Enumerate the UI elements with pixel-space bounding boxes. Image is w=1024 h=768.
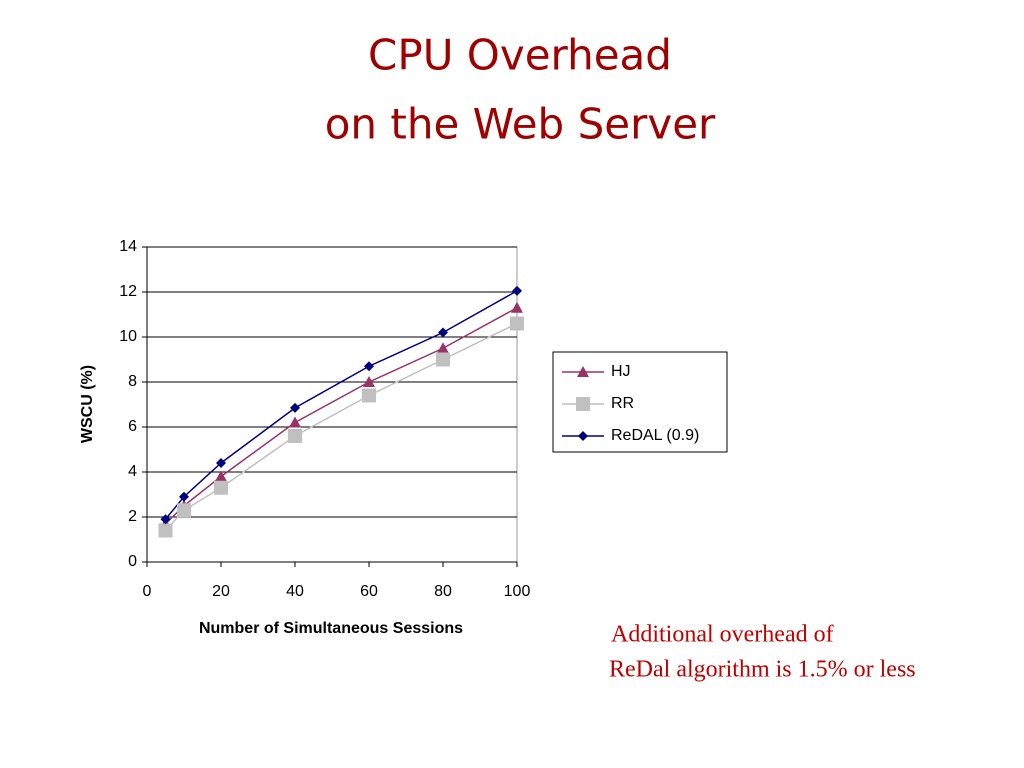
legend-label: RR <box>611 395 634 412</box>
x-tick-label: 80 <box>434 583 452 600</box>
marker <box>436 352 450 367</box>
marker <box>437 342 449 354</box>
title-line: CPU Overhead <box>368 31 672 80</box>
y-tick-label: 6 <box>128 418 137 435</box>
marker <box>214 480 228 495</box>
x-tick-label: 0 <box>143 583 152 600</box>
y-tick-label: 14 <box>119 238 137 255</box>
y-tick-label: 2 <box>128 508 137 525</box>
y-tick-label: 0 <box>128 553 137 570</box>
y-tick-label: 8 <box>128 373 137 390</box>
marker <box>289 416 301 428</box>
marker <box>578 431 588 441</box>
marker <box>160 514 171 525</box>
marker <box>364 361 374 372</box>
legend-label: HJ <box>611 363 631 380</box>
annotation-line: ReDal algorithm is 1.5% or less <box>609 657 916 683</box>
x-axis-label: Number of Simultaneous Sessions <box>199 620 463 637</box>
marker <box>290 402 300 413</box>
marker <box>215 470 227 482</box>
title-line: on the Web Server <box>325 100 716 149</box>
marker <box>288 429 302 443</box>
marker <box>438 327 448 338</box>
y-tick-label: 12 <box>119 283 137 300</box>
marker <box>510 316 524 331</box>
marker <box>158 523 173 538</box>
annotation-line: Additional overhead of <box>611 622 834 648</box>
marker <box>179 491 189 502</box>
y-tick-label: 4 <box>128 463 137 480</box>
marker <box>177 503 191 518</box>
x-tick-label: 60 <box>360 583 378 600</box>
y-tick-label: 10 <box>119 328 137 345</box>
marker <box>512 285 522 296</box>
legend-label: ReDAL (0.9) <box>611 427 699 444</box>
marker <box>511 301 523 313</box>
marker <box>362 388 376 403</box>
x-tick-label: 100 <box>504 583 531 600</box>
y-axis-label: WSCU (%) <box>79 365 96 443</box>
marker <box>576 397 590 411</box>
x-tick-label: 40 <box>286 583 304 600</box>
marker <box>363 376 375 387</box>
marker <box>216 458 226 468</box>
marker <box>577 366 589 377</box>
x-tick-label: 20 <box>212 583 230 600</box>
